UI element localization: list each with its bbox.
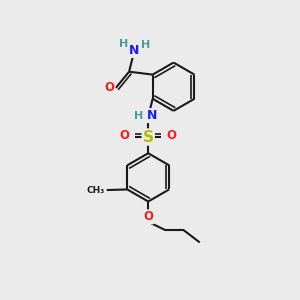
Text: O: O [143, 210, 153, 223]
Text: O: O [120, 129, 130, 142]
Text: N: N [129, 44, 140, 57]
Text: H: H [141, 40, 150, 50]
Text: O: O [104, 81, 114, 94]
Text: O: O [167, 129, 177, 142]
Text: H: H [134, 110, 143, 121]
Text: S: S [143, 130, 154, 145]
Text: CH₃: CH₃ [86, 185, 104, 194]
Text: H: H [118, 39, 128, 49]
Text: N: N [147, 109, 157, 122]
